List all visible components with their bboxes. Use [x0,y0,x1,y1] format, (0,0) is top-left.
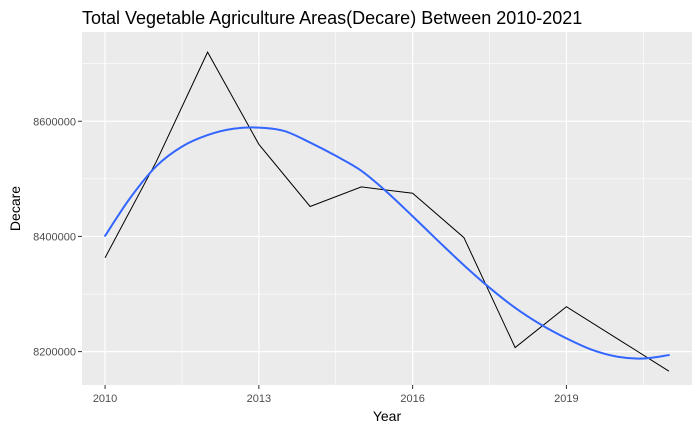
y-tick-label: 8600000 [33,116,76,128]
x-tick-label: 2016 [400,393,424,405]
y-tick-label: 8200000 [33,347,76,359]
x-tick-label: 2019 [554,393,578,405]
x-axis-title: Year [373,408,402,424]
y-axis-title: Decare [7,186,23,231]
chart-title: Total Vegetable Agriculture Areas(Decare… [82,8,582,28]
minor-gridlines [82,32,692,385]
x-tick-label: 2013 [247,393,271,405]
series-layer [104,51,670,372]
plot-panel [82,32,692,385]
major-gridlines [82,32,692,385]
axis-ticks [78,120,567,389]
smooth-trend-line [104,126,670,360]
tick-labels: 2010 2013 2016 2019 8200000 8400000 8600000 [33,116,578,405]
y-tick-label: 8400000 [33,231,76,243]
x-tick-label: 2010 [93,393,117,405]
data-line [104,51,670,372]
